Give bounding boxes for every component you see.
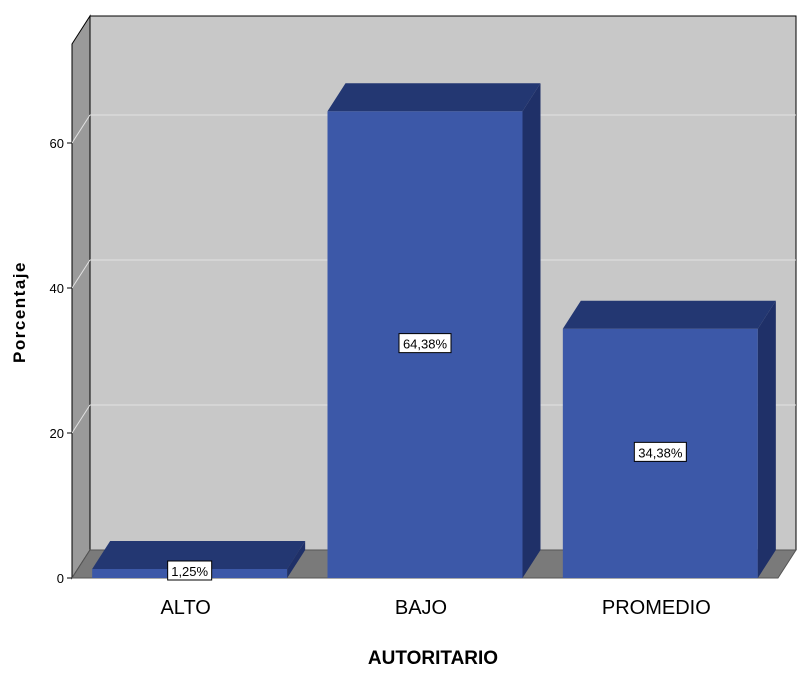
bar-side [287,540,306,578]
bar-top [562,300,776,329]
bar-bajo [327,83,541,579]
x-axis-categories: ALTO BAJO PROMEDIO [160,597,710,619]
y-tick-label: 40 [50,281,64,296]
bar-side [757,300,776,578]
x-axis-title: AUTORITARIO [368,648,498,669]
left-wall [71,14,91,580]
gridline-side [71,259,91,289]
data-label-box [398,333,452,354]
data-label-text: 1,25% [171,564,208,579]
data-label-promedio: 34,38% [633,441,687,462]
bar-top [92,540,306,569]
data-label-text: 64,38% [403,337,448,352]
data-label-box [167,560,213,581]
y-axis-ticks: 0 20 40 60 [50,136,72,586]
y-axis-title: Porcentaje [10,261,29,363]
bar-side [522,83,541,579]
y-tick-label: 0 [57,571,64,586]
x-category-label: PROMEDIO [602,597,711,619]
data-labels: 1,25% 64,38% 34,38% [167,333,687,581]
data-label-box [633,441,687,462]
data-label-bajo: 64,38% [398,333,452,354]
data-label-alto: 1,25% [167,560,213,581]
y-tick-label: 60 [50,136,64,151]
gridline-side [71,404,91,434]
data-label-text: 34,38% [638,445,683,460]
x-category-label: BAJO [395,597,447,619]
gridline-side [71,114,91,144]
bar-top [327,83,541,112]
x-category-label: ALTO [160,597,210,619]
y-tick-label: 20 [50,426,64,441]
bar-promedio [562,300,776,578]
